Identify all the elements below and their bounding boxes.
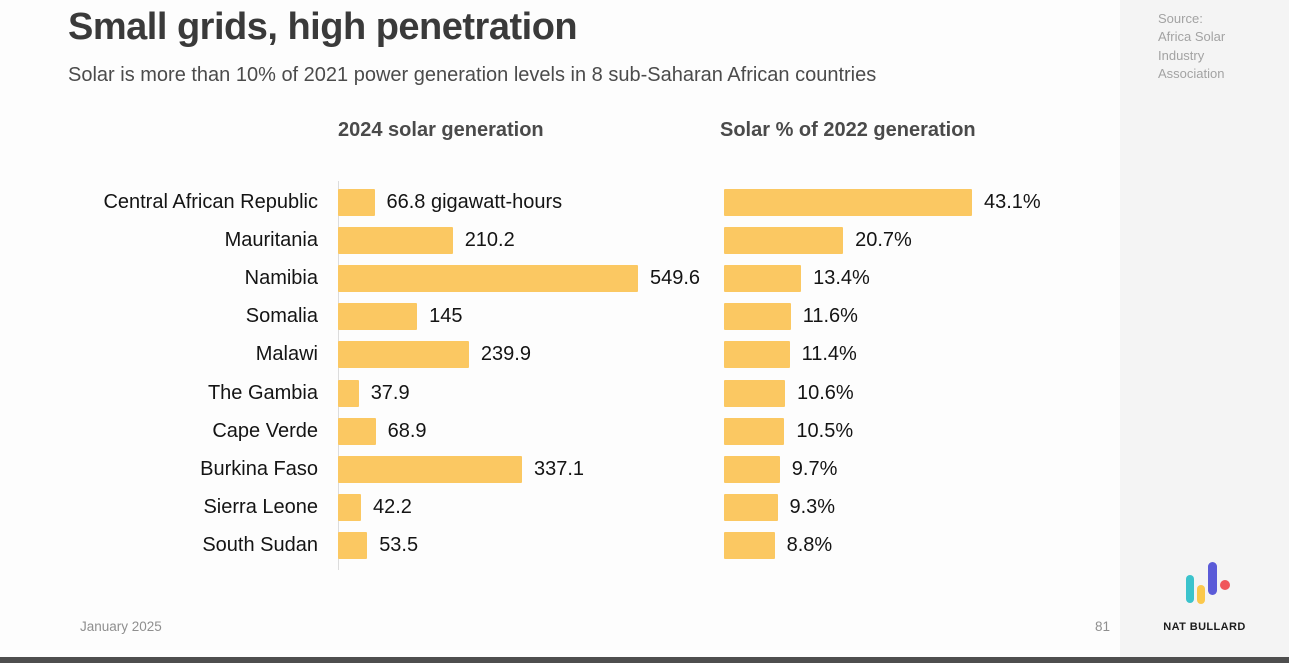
generation-value-label: 337.1	[534, 457, 585, 480]
generation-value-label: 53.5	[379, 534, 419, 557]
source-line: Association	[1158, 66, 1225, 82]
generation-bar-track: 549.6	[338, 264, 724, 292]
generation-value-label: 210.2	[464, 228, 515, 251]
chart-row: Sierra Leone 42.2 9.3%	[68, 489, 1118, 527]
share-value-label: 9.3%	[789, 496, 836, 519]
share-bar-track: 11.4%	[724, 341, 1118, 369]
generation-bar-track: 68.9	[338, 417, 724, 445]
country-label: The Gambia	[207, 381, 318, 404]
generation-bar	[338, 341, 469, 369]
chart-row: The Gambia 37.9 10.6%	[68, 374, 1118, 412]
generation-value-label: 37.9	[370, 381, 410, 404]
share-value-label: 8.8%	[786, 534, 833, 557]
generation-bar-track: 145	[338, 303, 724, 331]
generation-value-label: 549.6	[650, 266, 701, 289]
generation-bar-track: 53.5	[338, 532, 724, 560]
generation-bar-track: 239.9	[338, 341, 724, 369]
chart-rows: Central African Republic 66.8 gigawatt-ho…	[68, 183, 1118, 565]
source-line: Africa Solar	[1158, 29, 1226, 45]
share-bar-track: 43.1%	[724, 188, 1118, 216]
country-label: Malawi	[255, 343, 318, 366]
generation-bar	[338, 379, 359, 407]
brand-logo-block: NAT BULLARD	[1120, 561, 1289, 633]
share-bar	[724, 264, 802, 292]
generation-bar-track: 42.2	[338, 494, 724, 522]
share-bar-track: 9.3%	[724, 494, 1118, 522]
generation-value-label: 66.8 gigawatt-hours	[386, 190, 563, 213]
generation-bar-track: 337.1	[338, 455, 724, 483]
generation-bar	[338, 188, 375, 216]
chart-row: South Sudan 53.5 8.8%	[68, 527, 1118, 565]
share-bar-track: 20.7%	[724, 226, 1118, 254]
share-value-label: 43.1%	[984, 190, 1041, 213]
chart-row: Somalia 145 11.6%	[68, 298, 1118, 336]
chart-row: Namibia 549.6 13.4%	[68, 259, 1118, 297]
share-bar	[724, 341, 790, 369]
share-bar	[724, 494, 778, 522]
share-bar	[724, 379, 785, 407]
generation-bar	[338, 417, 376, 445]
source-sidebar: Source: Africa Solar Industry Associatio…	[1120, 0, 1289, 657]
chart-row: Mauritania 210.2 20.7%	[68, 221, 1118, 259]
country-label: Somalia	[245, 305, 318, 328]
generation-value-label: 239.9	[480, 343, 531, 366]
share-value-label: 11.4%	[801, 343, 857, 366]
share-value-label: 11.6%	[802, 305, 858, 328]
share-bar-track: 13.4%	[724, 264, 1118, 292]
source-note: Source: Africa Solar Industry Associatio…	[1158, 10, 1225, 84]
chart-row: Malawi 239.9 11.4%	[68, 336, 1118, 374]
share-bar-track: 10.6%	[724, 379, 1118, 407]
country-label: Central African Republic	[103, 190, 318, 213]
page-number: 81	[1094, 619, 1110, 634]
share-bar-track: 9.7%	[724, 455, 1118, 483]
page-subtitle: Solar is more than 10% of 2021 power gen…	[68, 64, 877, 86]
chart-axis-line	[338, 181, 339, 570]
share-bar	[724, 417, 785, 445]
generation-bar	[338, 455, 522, 483]
generation-bar-track: 37.9	[338, 379, 724, 407]
share-bar-track: 8.8%	[724, 532, 1118, 560]
country-label: Sierra Leone	[203, 496, 318, 519]
bottom-accent-bar	[0, 657, 1289, 663]
chart-row: Central African Republic 66.8 gigawatt-ho…	[68, 183, 1118, 221]
share-bar	[724, 226, 844, 254]
generation-bar-track: 210.2	[338, 226, 724, 254]
country-label: South Sudan	[202, 534, 318, 557]
share-value-label: 20.7%	[855, 228, 912, 251]
generation-bar	[338, 303, 418, 331]
brand-logo-text: NAT BULLARD	[1163, 621, 1246, 633]
source-label: Source:	[1158, 11, 1203, 26]
generation-bar	[338, 264, 638, 292]
share-value-label: 13.4%	[813, 266, 870, 289]
generation-bar	[338, 226, 453, 254]
generation-bar	[338, 494, 361, 522]
generation-value-label: 145	[429, 305, 463, 328]
column-header-generation: 2024 solar generation	[338, 119, 544, 141]
share-value-label: 9.7%	[791, 457, 838, 480]
generation-value-label: 42.2	[373, 496, 412, 519]
country-label: Cape Verde	[212, 419, 318, 442]
share-bar	[724, 532, 775, 560]
country-label: Mauritania	[224, 228, 318, 251]
share-value-label: 10.5%	[796, 419, 854, 442]
chart-row: Burkina Faso 337.1 9.7%	[68, 450, 1118, 488]
column-header-share: Solar % of 2022 generation	[720, 119, 976, 141]
country-label: Burkina Faso	[200, 457, 318, 480]
generation-value-label: 68.9	[387, 419, 427, 442]
share-bar	[724, 455, 780, 483]
chart-row: Cape Verde 68.9 10.5%	[68, 412, 1118, 450]
country-label: Namibia	[244, 266, 318, 289]
source-line: Industry	[1158, 47, 1205, 63]
share-bar	[724, 188, 972, 216]
brand-logo-icon	[1185, 562, 1230, 604]
generation-bar	[338, 532, 368, 560]
share-bar-track: 10.5%	[724, 417, 1118, 445]
share-bar	[724, 303, 791, 331]
share-value-label: 10.6%	[797, 381, 854, 404]
footer-date: January 2025	[80, 619, 162, 634]
share-bar-track: 11.6%	[724, 303, 1118, 331]
generation-bar-track: 66.8 gigawatt-hours	[338, 188, 724, 216]
page-title: Small grids, high penetration	[68, 6, 578, 48]
